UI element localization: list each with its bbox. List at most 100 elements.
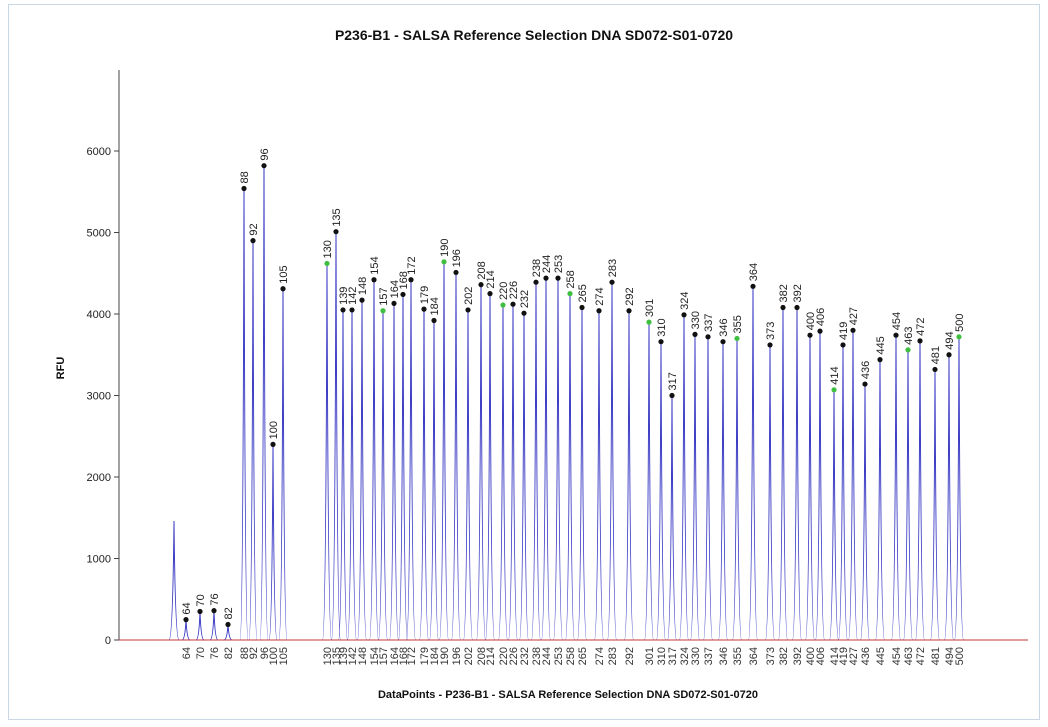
peak-label-100: 100: [268, 421, 280, 439]
trace-peak-324: [679, 314, 689, 641]
peak-marker-265: [579, 304, 585, 311]
trace-peak-179: [419, 309, 429, 641]
x-tick-label-274: 274: [594, 647, 606, 665]
trace-peak-463: [903, 349, 913, 641]
peak-label-436: 436: [860, 361, 872, 379]
peak-marker-406: [817, 328, 823, 334]
x-tick-label-88: 88: [239, 647, 251, 659]
trace-peak-283: [607, 282, 617, 641]
trace-peak-265: [577, 307, 587, 641]
peak-label-400: 400: [805, 312, 817, 330]
trace-peak-301: [644, 322, 654, 641]
y-tick-label: 6000: [87, 146, 111, 158]
peak-marker-130: [324, 260, 330, 267]
trace-peak-220: [498, 305, 508, 641]
x-tick-label-330: 330: [690, 647, 702, 665]
peak-marker-481: [932, 366, 938, 373]
trace-peak-454: [891, 335, 901, 641]
x-tick-label-148: 148: [357, 647, 369, 665]
peak-label-157: 157: [378, 287, 390, 305]
peak-label-135: 135: [331, 208, 343, 226]
trace-peak-190: [439, 261, 449, 641]
trace-peak-392: [792, 307, 802, 641]
peak-label-283: 283: [607, 259, 619, 277]
x-tick-label-472: 472: [915, 647, 927, 665]
peak-label-346: 346: [718, 318, 730, 336]
x-axis-label: DataPoints - P236-B1 - SALSA Reference S…: [378, 689, 758, 701]
trace-peak-472: [915, 340, 925, 641]
x-tick-label-208: 208: [476, 647, 488, 665]
peak-label-355: 355: [732, 315, 744, 333]
trace-peak-164: [389, 303, 399, 641]
peak-marker-226: [510, 301, 516, 307]
trace-group: [119, 165, 1028, 641]
y-tick-label: 1000: [87, 554, 111, 566]
trace-peak-76: [209, 610, 219, 641]
peak-label-454: 454: [891, 312, 903, 330]
x-tick-label-142: 142: [347, 647, 359, 665]
x-tick-label-76: 76: [209, 647, 221, 659]
peak-label-214: 214: [485, 270, 497, 288]
peak-marker-392: [794, 304, 800, 311]
peak-marker-105: [280, 286, 286, 292]
x-tick-label-196: 196: [451, 647, 463, 665]
peak-marker-88: [241, 185, 247, 192]
peak-marker-346: [720, 339, 726, 345]
peak-marker-82: [225, 621, 231, 628]
trace-peak-96: [259, 165, 269, 641]
x-tick-label-190: 190: [439, 647, 451, 665]
trace-peak-436: [860, 384, 870, 641]
peak-label-419: 419: [838, 322, 850, 340]
peak-label-226: 226: [508, 281, 520, 299]
peak-label-232: 232: [519, 290, 531, 308]
peak-label-64: 64: [181, 602, 193, 614]
peak-label-168: 168: [398, 271, 410, 289]
trace-peak-232: [519, 313, 529, 641]
x-tick-label-310: 310: [656, 647, 668, 665]
peak-marker-135: [333, 229, 339, 235]
peak-marker-317: [669, 392, 675, 399]
x-tick-label-481: 481: [930, 647, 942, 665]
x-tick-label-92: 92: [248, 647, 260, 659]
y-tick-label: 4000: [87, 309, 111, 321]
peak-label-220: 220: [498, 282, 510, 300]
peak-label-258: 258: [565, 270, 577, 288]
x-tick-label-214: 214: [485, 647, 497, 665]
axes: 0 1000 2000 3000 4000 5000 6000: [87, 70, 120, 647]
peak-label-330: 330: [690, 311, 702, 329]
x-tick-label-419: 419: [838, 647, 850, 665]
x-tick-label-324: 324: [679, 647, 691, 665]
trace-peak-445: [875, 359, 885, 641]
trace-peak-142: [347, 309, 357, 641]
peak-label-238: 238: [531, 259, 543, 277]
peak-label-406: 406: [815, 308, 827, 326]
peak-label-463: 463: [903, 327, 915, 345]
peak-label-70: 70: [195, 594, 207, 606]
peak-marker-190: [441, 259, 447, 265]
trace-peak-70: [195, 611, 205, 641]
x-tick-label-96: 96: [259, 647, 271, 659]
trace-peak-244: [541, 278, 551, 641]
y-axis-label: RFU: [55, 357, 67, 380]
peak-marker-355: [734, 335, 740, 342]
x-tick-label-373: 373: [765, 647, 777, 665]
peak-label-481: 481: [930, 346, 942, 364]
peak-marker-64: [183, 617, 189, 623]
trace-peak-64: [181, 619, 191, 641]
trace-peak-184: [429, 320, 439, 641]
trace-peak-238: [531, 282, 541, 641]
peak-label-382: 382: [778, 284, 790, 302]
peak-label-364: 364: [748, 263, 760, 281]
peak-label-253: 253: [553, 255, 565, 273]
x-tick-label-157: 157: [378, 647, 390, 665]
trace-peak-92: [248, 240, 258, 641]
x-tick-label-414: 414: [829, 647, 841, 665]
x-tick-label-135: 135: [331, 647, 343, 665]
peak-marker-202: [465, 307, 471, 313]
peak-marker-445: [877, 357, 883, 363]
trace-peak-unlabeled: [168, 521, 180, 641]
trace-peak-427: [848, 330, 858, 641]
peak-marker-70: [197, 608, 203, 615]
peak-marker-96: [261, 163, 267, 169]
